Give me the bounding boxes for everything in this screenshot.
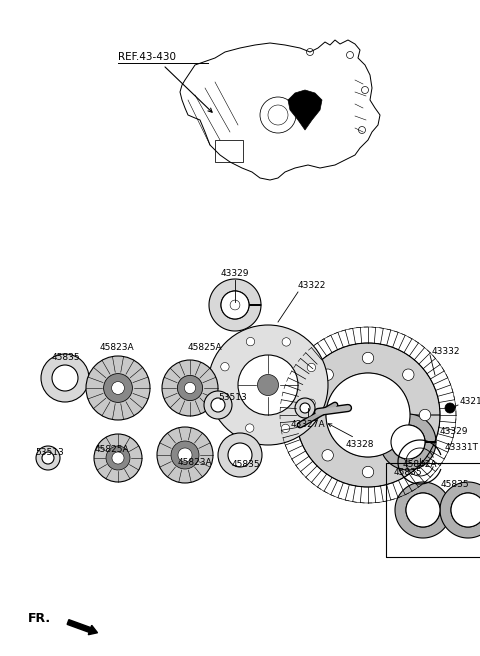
Circle shape [162, 360, 218, 416]
Text: 45842A: 45842A [403, 460, 437, 469]
Circle shape [246, 337, 255, 346]
Text: REF.43-430: REF.43-430 [118, 52, 176, 62]
Text: 43213: 43213 [460, 398, 480, 407]
Circle shape [36, 446, 60, 470]
Circle shape [94, 434, 142, 482]
Circle shape [52, 365, 78, 391]
Polygon shape [440, 482, 480, 538]
FancyArrow shape [67, 620, 97, 635]
Circle shape [362, 466, 374, 478]
Circle shape [184, 382, 196, 394]
Circle shape [300, 403, 310, 413]
Text: 43329: 43329 [221, 269, 249, 278]
Circle shape [111, 382, 124, 394]
Text: 45835: 45835 [441, 480, 469, 489]
Circle shape [220, 398, 229, 407]
Circle shape [112, 452, 124, 464]
Circle shape [391, 425, 425, 459]
Text: FR.: FR. [28, 611, 51, 625]
Text: 45835: 45835 [52, 353, 81, 362]
Circle shape [157, 427, 213, 483]
Circle shape [281, 424, 290, 432]
Polygon shape [395, 482, 451, 538]
Circle shape [41, 354, 89, 402]
Circle shape [307, 399, 315, 407]
Circle shape [42, 452, 54, 464]
Circle shape [362, 352, 374, 363]
Polygon shape [209, 279, 261, 331]
Text: 45825A: 45825A [188, 343, 223, 352]
Text: 43332: 43332 [432, 348, 460, 356]
Circle shape [307, 363, 315, 372]
Text: 43331T: 43331T [445, 443, 479, 453]
Circle shape [86, 356, 150, 420]
Circle shape [178, 448, 192, 462]
Circle shape [406, 493, 440, 527]
Polygon shape [380, 414, 436, 470]
Circle shape [106, 446, 130, 470]
Text: 43328: 43328 [346, 440, 374, 449]
Polygon shape [288, 90, 322, 130]
Bar [215, 140, 243, 162]
Circle shape [218, 433, 262, 477]
Circle shape [420, 409, 431, 420]
Text: 53513: 53513 [35, 448, 64, 457]
Text: 45823A: 45823A [100, 343, 134, 352]
Circle shape [403, 449, 414, 461]
Text: 45835: 45835 [232, 460, 261, 469]
Circle shape [322, 449, 334, 461]
Circle shape [326, 373, 410, 457]
Circle shape [257, 375, 278, 396]
Circle shape [322, 369, 334, 380]
Circle shape [238, 355, 298, 415]
Text: 45823A: 45823A [178, 458, 213, 467]
Circle shape [204, 391, 232, 419]
Circle shape [451, 493, 480, 527]
Text: 45825A: 45825A [95, 445, 130, 454]
Text: 53513: 53513 [218, 394, 247, 403]
Circle shape [445, 403, 455, 413]
Polygon shape [296, 343, 440, 487]
Circle shape [282, 338, 290, 346]
Circle shape [171, 441, 199, 469]
Circle shape [211, 398, 225, 412]
Text: 43329: 43329 [440, 428, 468, 436]
Circle shape [305, 409, 317, 420]
Text: 43322: 43322 [298, 281, 326, 290]
Circle shape [221, 291, 249, 319]
Circle shape [295, 398, 315, 418]
Circle shape [104, 374, 132, 402]
Circle shape [221, 363, 229, 371]
Circle shape [403, 369, 414, 380]
Circle shape [228, 443, 252, 467]
Circle shape [245, 424, 254, 432]
Text: 45835: 45835 [394, 468, 422, 477]
Circle shape [178, 375, 203, 401]
Text: 43327A: 43327A [291, 420, 325, 429]
Circle shape [208, 325, 328, 445]
